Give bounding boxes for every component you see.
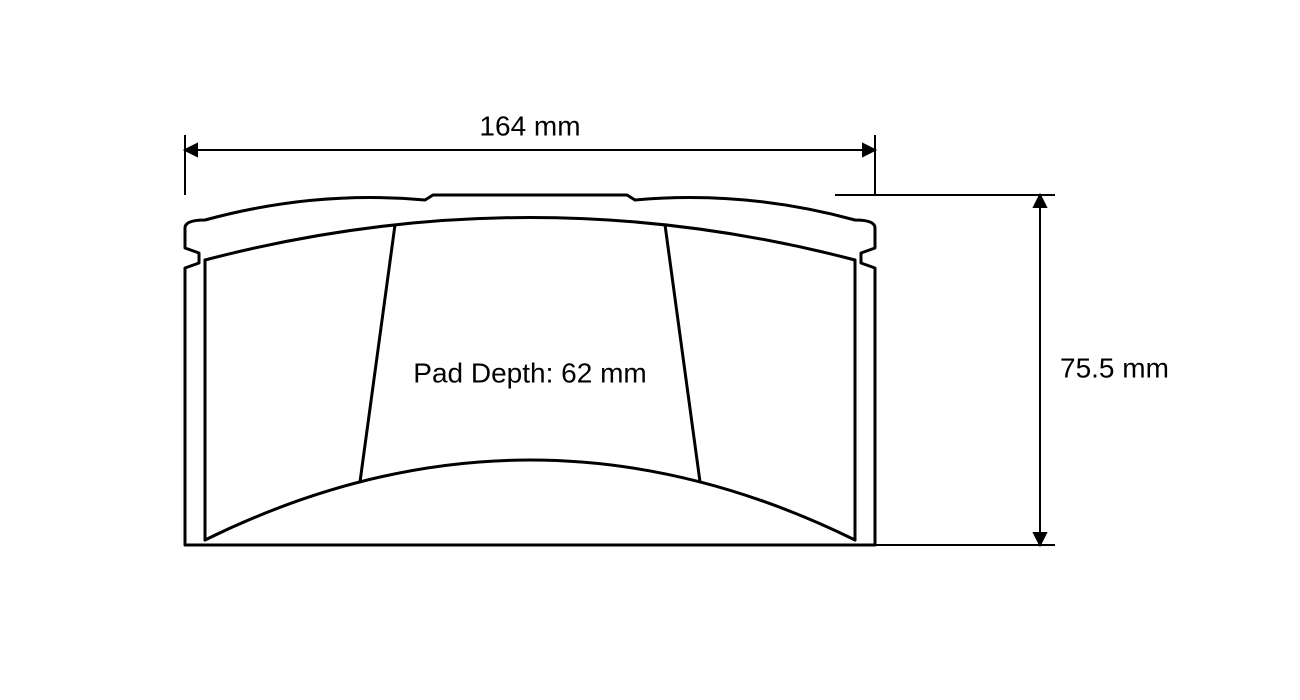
brake-pad-drawing: 164 mm 75.5 mm Pad Depth: 62 mm xyxy=(0,0,1300,700)
pad-depth-label: Pad Depth: 62 mm xyxy=(413,357,646,388)
height-dimension-label: 75.5 mm xyxy=(1060,352,1169,383)
dimension-height xyxy=(835,195,1055,545)
dimension-width xyxy=(185,135,875,195)
width-dimension-label: 164 mm xyxy=(479,110,580,141)
